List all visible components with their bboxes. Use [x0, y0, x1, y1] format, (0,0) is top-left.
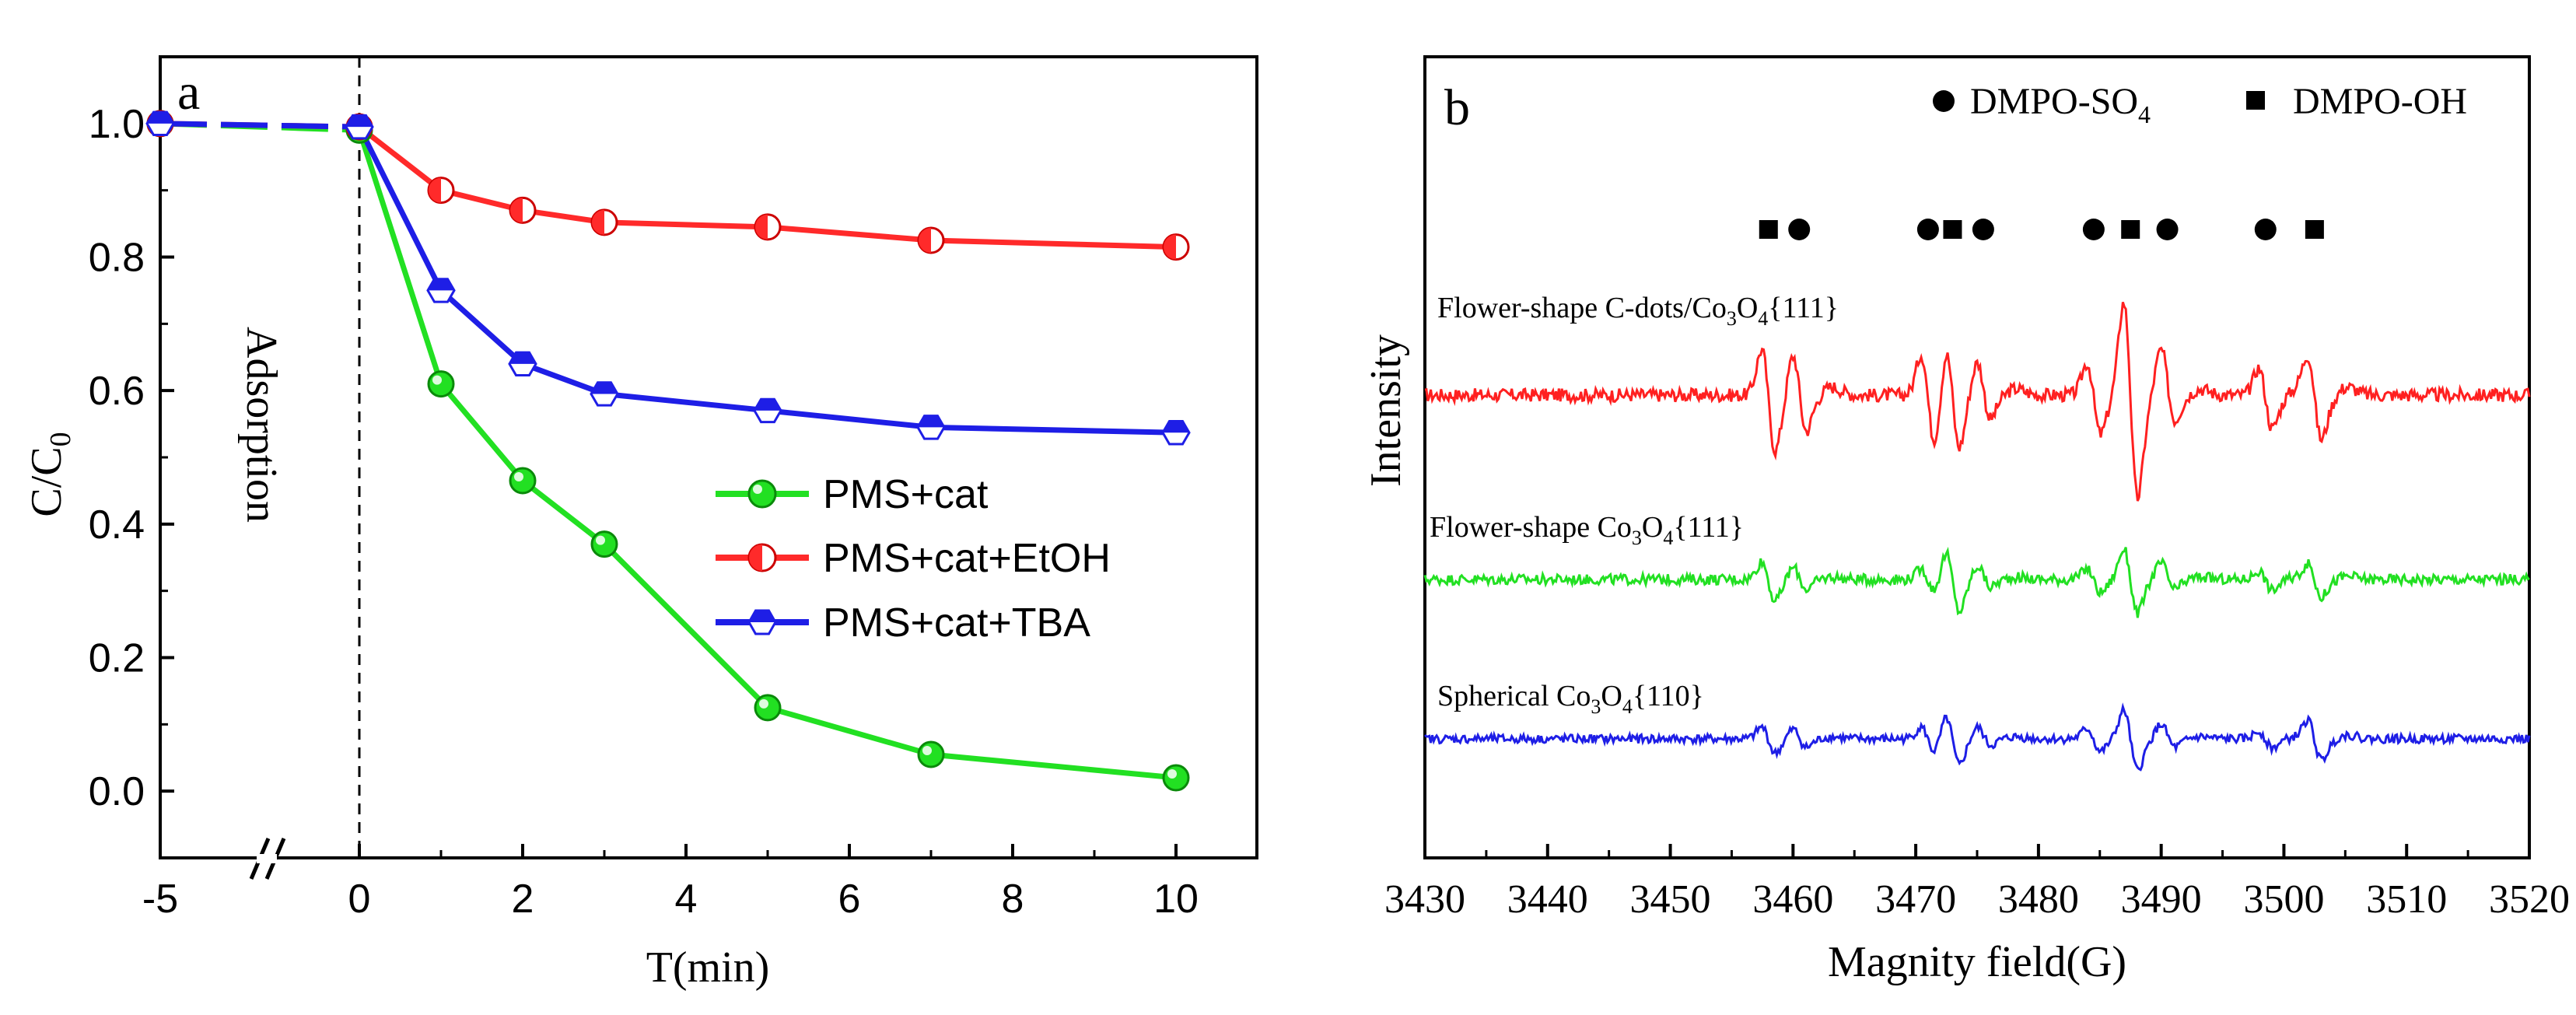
data-point-pms-cat-etoh	[917, 226, 945, 254]
legend-dmpo-so4: DMPO-SO4	[1970, 81, 2151, 128]
series-break-segment	[159, 121, 360, 130]
y-title-sub: 0	[44, 432, 77, 446]
legend-item-pms-cat: PMS+cat	[716, 472, 989, 517]
data-point-pms-cat	[754, 694, 782, 722]
peak-marker-oh	[1943, 220, 1962, 239]
x-tick-label: 0	[348, 877, 371, 922]
data-point-pms-cat	[427, 370, 455, 398]
trace-label-cdots: Flower-shape C-dots/Co3O4{111}	[1437, 292, 1839, 330]
b-x-tick-label: 3460	[1752, 877, 1833, 922]
panel-a-xtick-labels: -5 0 2 4 6 8 10	[142, 877, 1199, 922]
panel-a-ytick-labels: 0.0 0.2 0.4 0.6 0.8 1.0	[89, 102, 145, 814]
peak-marker-so4	[2082, 219, 2105, 240]
x-tick-label: 6	[838, 877, 861, 922]
series-line-pms-cat-tba	[356, 125, 1177, 436]
b-x-tick-label: 3470	[1875, 877, 1956, 922]
b-x-tick-label: 3490	[2121, 877, 2202, 922]
panel-a-chart: a -5 0 2 4 6 8 10 0.0 0.2 0.4 0.6 0.8 1.0 Adsorptio…	[23, 55, 1258, 992]
peak-marker-so4	[1916, 219, 1939, 240]
data-point-pms-cat-etoh	[509, 196, 537, 224]
legend-square-marker	[2246, 91, 2265, 110]
data-point-pms-cat	[917, 740, 945, 768]
y-tick-label: 1.0	[89, 102, 145, 147]
legend-label-pms-cat-etoh: PMS+cat+EtOH	[823, 536, 1111, 581]
data-point-pms-cat-tba	[590, 381, 619, 407]
b-x-tick-label: 3520	[2489, 877, 2570, 922]
legend-label-pms-cat-tba: PMS+cat+TBA	[823, 600, 1090, 646]
panel-a-ticks	[159, 55, 1178, 858]
y-tick-label: 0.8	[89, 236, 145, 281]
data-point-pms-cat-etoh	[1162, 233, 1190, 261]
axis-break-gap	[257, 854, 277, 863]
panel-b-chart: b 3430 3440 3450 3460 3470 3480 3490 3500 3510 35…	[1362, 55, 2570, 986]
legend-label-pms-cat: PMS+cat	[823, 472, 989, 517]
panel-b-label: b	[1444, 79, 1470, 136]
svg-text:C/C0: C/C0	[23, 432, 77, 516]
peak-marker-so4	[2156, 219, 2179, 240]
panel-b-xtick-labels: 3430 3440 3450 3460 3470 3480 3490 3500 3510 3520	[1384, 877, 2570, 922]
panel-b-legend: DMPO-SO4 DMPO-OH	[1933, 81, 2467, 128]
b-x-tick-label: 3480	[1998, 877, 2079, 922]
data-point-pms-cat-tba	[426, 278, 456, 303]
legend-dmpo-oh: DMPO-OH	[2293, 81, 2467, 122]
peak-marker-so4	[1788, 219, 1811, 240]
peak-marker-oh	[2305, 220, 2324, 239]
data-point-pms-cat-etoh	[427, 177, 455, 205]
peak-marker-oh	[1759, 220, 1778, 239]
data-point-pms-cat-tba	[508, 351, 537, 377]
adsorption-annotation: Adsorption	[237, 327, 285, 523]
peak-marker-so4	[1972, 219, 1994, 240]
x-tick-label: 2	[512, 877, 534, 922]
y-tick-label: 0.4	[89, 502, 145, 548]
y-tick-label: 0.0	[89, 769, 145, 814]
data-point-pms-cat	[509, 467, 537, 495]
legend-circle-marker	[1933, 90, 1955, 112]
data-point-pms-cat-tba	[345, 114, 374, 140]
data-point-pms-cat-tba	[916, 415, 946, 440]
epr-trace-spherical-co3o4-110	[1423, 702, 2531, 772]
y-tick-label: 0.6	[89, 369, 145, 414]
panel-a-y-axis-title: C/C0	[23, 432, 77, 516]
data-point-pms-cat	[590, 530, 618, 558]
panel-a-series	[145, 110, 1191, 792]
panel-a-legend: PMS+cat PMS+cat+EtOH PMS+cat+TBA	[716, 472, 1111, 646]
x-tick-label: 8	[1002, 877, 1024, 922]
x-tick-label: 10	[1153, 877, 1199, 922]
y-tick-label: 0.2	[89, 636, 145, 681]
panel-b-peak-markers	[1759, 219, 2324, 240]
panel-b-y-axis-title: Intensity	[1362, 334, 1410, 487]
peak-marker-oh	[2121, 220, 2140, 239]
trace-label-flower: Flower-shape Co3O4{111}	[1430, 511, 1744, 549]
data-point-pms-cat	[1162, 764, 1190, 792]
panel-a-label: a	[177, 64, 200, 121]
b-x-tick-label: 3510	[2366, 877, 2447, 922]
panel-a-frame	[159, 55, 1258, 859]
panel-a-x-axis-title: T(min)	[646, 943, 770, 992]
epr-trace-flower-shape-c-dots-co3o4-111	[1424, 301, 2531, 502]
y-title-main: C/C	[23, 446, 71, 516]
data-point-pms-cat-etoh	[754, 213, 782, 241]
legend-item-pms-cat-etoh: PMS+cat+EtOH	[716, 536, 1111, 581]
panel-b-traces	[1423, 301, 2531, 772]
data-point-pms-cat-tba	[753, 397, 782, 424]
x-tick-label: 4	[675, 877, 698, 922]
data-point-pms-cat-etoh	[590, 208, 618, 236]
panel-b-ticks	[1423, 844, 2531, 858]
legend-item-pms-cat-tba: PMS+cat+TBA	[716, 600, 1090, 646]
data-point-pms-cat-tba	[145, 110, 175, 137]
b-x-tick-label: 3500	[2243, 877, 2324, 922]
x-tick-label: -5	[142, 877, 178, 922]
b-x-tick-label: 3440	[1507, 877, 1588, 922]
epr-trace-flower-shape-co3o4-111	[1423, 547, 2530, 618]
b-x-tick-label: 3430	[1384, 877, 1465, 922]
panel-b-x-axis-title: Magnity field(G)	[1828, 938, 2126, 986]
data-point-pms-cat-tba	[1161, 420, 1191, 446]
b-x-tick-label: 3450	[1630, 877, 1711, 922]
trace-label-spherical: Spherical Co3O4{110}	[1437, 680, 1704, 718]
peak-marker-so4	[2254, 219, 2277, 240]
legend-marker-pms-cat	[747, 479, 777, 509]
